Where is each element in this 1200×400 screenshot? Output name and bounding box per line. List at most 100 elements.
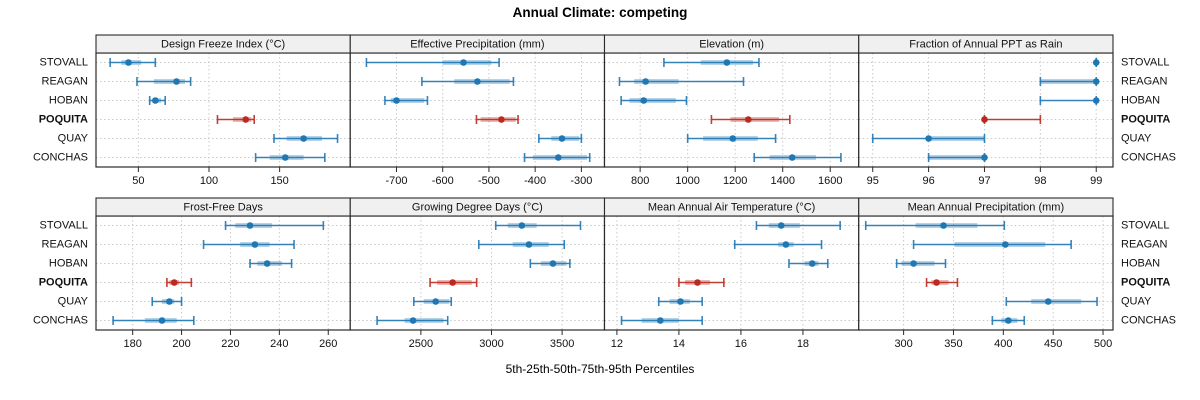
percentile-bar-design-freeze-index-c-reagan [136,77,192,86]
panel-mean-annual-precipitation-mm: Mean Annual Precipitation (mm) 300 350 400 4… [858,197,1114,350]
strip-title-effective-precipitation-mm: Effective Precipitation (mm) [410,38,544,50]
iqr-band-p25-p75 [390,98,425,103]
percentile-bar-frost-free-days-stovall [224,221,325,230]
percentile-bar-design-freeze-index-c-hoban [148,96,167,105]
iqr-band-p25-p75 [404,318,444,323]
median-dot [640,97,648,104]
strip-title-mean-annual-precipitation-mm: Mean Annual Precipitation (mm) [908,201,1065,213]
panel-frost-free-days: Frost-Free Days 180 200 220 240 260 [95,197,351,350]
site-label-right-reagan: REAGAN [1121,75,1168,87]
site-label-left-reagan: REAGAN [42,75,89,87]
percentile-bar-growing-degree-days-c-hoban [529,259,571,268]
median-dot [242,116,250,123]
strip-title-growing-degree-days-c: Growing Degree Days (°C) [412,201,543,213]
median-dot [1002,241,1009,248]
strip-title-fraction-of-annual-ppt-as-rain: Fraction of Annual PPT as Rain [909,38,1062,50]
tick-label: 50 [132,175,144,187]
median-dot [558,135,566,142]
site-label-right-stovall: STOVALL [1121,56,1170,68]
tick-label: 150 [270,175,288,187]
percentile-bar-effective-precipitation-mm-stovall [365,58,500,67]
tick-label: -500 [478,175,500,187]
median-dot [925,135,932,142]
site-label-right-poquita: POQUITA [1121,113,1170,125]
percentile-bar-growing-degree-days-c-quay [413,297,453,306]
panel-bg [96,216,351,330]
percentile-bar-frost-free-days-conchas [112,316,195,325]
iqr-band-p25-p75 [634,79,679,84]
panel-bg [350,53,605,167]
iqr-band-p25-p75 [928,136,985,141]
tick-label: 95 [867,175,879,187]
tick-label: 98 [1034,175,1046,187]
median-dot [1005,317,1012,324]
tick-label: -700 [385,175,407,187]
percentile-bar-elevation-m-stovall [663,58,760,67]
tick-label: 16 [735,338,747,350]
site-label-left-conchas: CONCHAS [33,151,88,163]
panel-growing-degree-days-c: Growing Degree Days (°C) 2500 3000 3500 [349,197,606,350]
panel-bg [604,53,859,167]
iqr-band-p25-p75 [730,117,780,122]
median-dot [808,260,816,267]
panel-bg [350,216,605,330]
panel-bg [96,53,351,167]
tick-label: 14 [673,338,685,350]
median-dot [474,78,481,85]
site-label-left-stovall: STOVALL [39,56,88,68]
site-label-left-stovall: STOVALL [39,219,88,231]
median-dot [744,116,752,123]
site-label-right-quay: QUAY [1121,295,1152,307]
percentile-bar-elevation-m-reagan [618,77,745,86]
median-dot [677,298,684,305]
strip-mean-annual-precipitation-mm [858,197,1114,217]
median-dot [449,279,456,286]
iqr-band-p25-p75 [928,155,985,160]
strip-fraction-of-annual-ppt-as-rain [858,34,1114,54]
percentile-bar-effective-precipitation-mm-quay [538,134,583,143]
site-label-right-reagan: REAGAN [1121,238,1168,250]
tick-label: -300 [570,175,592,187]
median-dot [125,59,132,66]
site-label-left-poquita: POQUITA [39,276,88,288]
site-label-right-hoban: HOBAN [1121,257,1160,269]
site-label-right-stovall: STOVALL [1121,219,1170,231]
percentile-bar-mean-annual-precipitation-mm-hoban [895,259,947,268]
tick-label: 1000 [675,175,699,187]
percentile-bar-mean-annual-air-temperature-c-hoban [788,259,829,268]
site-label-left-quay: QUAY [58,295,89,307]
strip-title-frost-free-days: Frost-Free Days [183,201,263,213]
tick-label: 1400 [770,175,794,187]
percentile-bar-mean-annual-air-temperature-c-conchas [620,316,703,325]
tick-label: 3500 [550,338,574,350]
strip-title-elevation-m: Elevation (m) [699,38,764,50]
median-dot [1092,59,1100,66]
tick-label: -600 [432,175,454,187]
median-dot [981,154,988,161]
panel-bg [858,53,1113,167]
percentile-bar-mean-annual-air-temperature-c-reagan [733,240,823,249]
site-label-left-quay: QUAY [58,132,89,144]
percentile-bar-mean-annual-air-temperature-c-poquita [678,278,725,287]
percentile-bar-mean-annual-precipitation-mm-conchas [991,316,1026,325]
percentile-bar-effective-precipitation-mm-hoban [384,96,429,105]
x-axis-title: 5th-25th-50th-75th-95th Percentiles [505,362,695,376]
panel-effective-precipitation-mm: Effective Precipitation (mm) -700 -600 -500… [349,34,606,187]
percentile-bar-growing-degree-days-c-conchas [376,316,449,325]
median-dot [460,59,467,66]
tick-label: 260 [319,338,337,350]
median-dot [300,135,307,142]
median-dot [281,154,289,161]
tick-label: 240 [270,338,288,350]
panel-bg [858,216,1113,330]
median-dot [729,135,737,142]
percentile-bar-fraction-of-annual-ppt-as-rain-quay [871,134,986,143]
iqr-band-p25-p75 [454,79,510,84]
percentile-bar-growing-degree-days-c-poquita [429,278,478,287]
median-dot [788,154,796,161]
iqr-band-p25-p75 [1040,79,1097,84]
site-label-right-poquita: POQUITA [1121,276,1170,288]
median-dot [393,97,400,104]
median-dot [782,241,790,248]
